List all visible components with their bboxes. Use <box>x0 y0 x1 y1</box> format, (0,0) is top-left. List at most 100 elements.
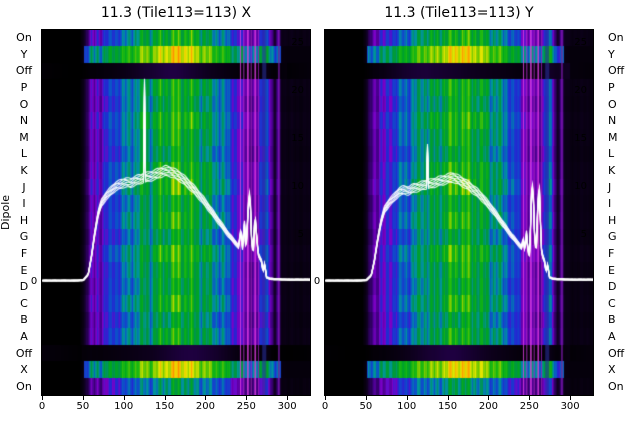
x-tick-mark <box>246 396 248 400</box>
row-label-left-10: I <box>22 197 26 211</box>
y-tick-label-right: 15 <box>574 133 587 144</box>
row-label-right-5: N <box>608 114 617 128</box>
y-tick-label-right: 10 <box>574 181 587 192</box>
row-label-right-15: D <box>608 280 617 294</box>
y-tick-label-inner: - 15 <box>58 133 78 144</box>
y-tick-label-right: 5 <box>580 229 587 240</box>
x-tick-label: 100 <box>114 401 134 412</box>
row-label-right-6: M <box>608 130 618 144</box>
row-label-right-2: Off <box>608 64 625 78</box>
x-tick-mark <box>365 396 367 400</box>
x-tick-mark <box>325 396 326 400</box>
y-tick-label-right: 20 <box>291 85 304 96</box>
x-tick-label: 0 <box>321 401 329 412</box>
x-tick-mark <box>406 396 408 400</box>
x-tick-label: 250 <box>236 401 256 412</box>
y-tick-label-right: 5 <box>297 229 304 240</box>
y-tick-label-inner: - 10 <box>58 181 78 192</box>
row-label-right-14: E <box>608 263 615 277</box>
x-tick-mark <box>570 396 572 400</box>
row-label-right-1: Y <box>608 47 615 61</box>
row-label-left-14: E <box>20 263 28 277</box>
row-label-right-8: K <box>608 164 616 178</box>
y-tick-label-right: 25 <box>291 37 304 48</box>
x-tick-mark <box>164 396 166 400</box>
x-tick-label: 300 <box>560 401 580 412</box>
x-tick-label: 150 <box>155 401 175 412</box>
row-label-left-15: D <box>19 280 29 294</box>
y-tick-label-inner: - 20 <box>341 85 361 96</box>
heatmap-panel-y <box>324 29 594 396</box>
x-tick-label: 250 <box>519 401 539 412</box>
x-tick-mark <box>42 396 43 400</box>
row-label-left-2: Off <box>15 64 33 78</box>
row-label-right-12: G <box>608 230 617 244</box>
row-label-right-20: X <box>608 363 616 377</box>
row-label-right-4: O <box>608 97 617 111</box>
row-label-left-18: A <box>20 329 28 343</box>
row-label-left-19: Off <box>15 346 33 360</box>
y-axis-label-dipole: Dipole <box>0 194 12 231</box>
x-tick-mark <box>205 396 207 400</box>
panel-title-x: 11.3 (Tile113=113) X <box>100 5 252 21</box>
x-tick-label: 300 <box>277 401 297 412</box>
y-tick-label-zero: 0 <box>30 276 38 287</box>
y-tick-label-right: 20 <box>574 85 587 96</box>
y-tick-label-zero: 0 <box>313 276 321 287</box>
x-tick-label: 200 <box>195 401 215 412</box>
x-tick-mark <box>447 396 449 400</box>
panel-title-y: 11.3 (Tile113=113) Y <box>384 5 534 21</box>
row-label-left-20: X <box>20 363 28 377</box>
x-tick-mark <box>488 396 490 400</box>
row-label-left-11: H <box>19 213 29 227</box>
y-tick-label-inner: - 5 <box>341 229 355 240</box>
row-label-right-7: L <box>608 147 615 161</box>
row-label-left-8: K <box>20 164 28 178</box>
x-tick-label: 150 <box>438 401 458 412</box>
row-label-left-12: G <box>19 230 29 244</box>
row-label-left-4: O <box>19 97 29 111</box>
x-tick-label: 200 <box>478 401 498 412</box>
row-label-left-16: C <box>20 296 28 310</box>
row-label-left-1: Y <box>20 47 28 61</box>
x-tick-label: 0 <box>38 401 46 412</box>
row-label-left-0: On <box>16 31 32 45</box>
x-tick-mark <box>123 396 125 400</box>
y-tick-label-right: 15 <box>291 133 304 144</box>
row-label-right-17: B <box>608 313 616 327</box>
row-label-right-19: Off <box>608 346 625 360</box>
row-label-left-6: M <box>19 130 29 144</box>
y-tick-label-inner: - 5 <box>58 229 72 240</box>
y-tick-label-inner: - 10 <box>341 181 361 192</box>
y-tick-label-inner: - 25 <box>58 37 78 48</box>
row-label-left-17: B <box>20 313 28 327</box>
x-tick-label: 100 <box>397 401 417 412</box>
heatmap-panel-x <box>41 29 311 396</box>
x-tick-label: 50 <box>76 401 90 412</box>
row-label-left-13: F <box>20 246 28 260</box>
x-tick-mark <box>287 396 289 400</box>
y-tick-label-right: 25 <box>574 37 587 48</box>
row-label-right-21: On <box>608 379 624 393</box>
row-label-right-9: J <box>608 180 612 194</box>
y-tick-label-right: 10 <box>291 181 304 192</box>
row-label-left-5: N <box>19 114 29 128</box>
row-label-right-13: F <box>608 246 615 260</box>
x-tick-label: 50 <box>359 401 373 412</box>
row-label-right-16: C <box>608 296 616 310</box>
row-label-right-0: On <box>608 31 624 45</box>
x-tick-mark <box>82 396 84 400</box>
row-label-left-3: P <box>20 81 28 95</box>
row-label-right-3: P <box>608 81 615 95</box>
row-label-left-9: J <box>22 180 26 194</box>
y-tick-label-inner: - 15 <box>341 133 361 144</box>
row-label-left-7: L <box>20 147 28 161</box>
y-tick-label-inner: - 25 <box>341 37 361 48</box>
row-label-right-11: H <box>608 213 617 227</box>
row-label-left-21: On <box>16 379 32 393</box>
x-tick-mark <box>529 396 531 400</box>
row-label-right-10: I <box>608 197 612 211</box>
row-label-right-18: A <box>608 329 616 343</box>
y-tick-label-inner: - 20 <box>58 85 78 96</box>
